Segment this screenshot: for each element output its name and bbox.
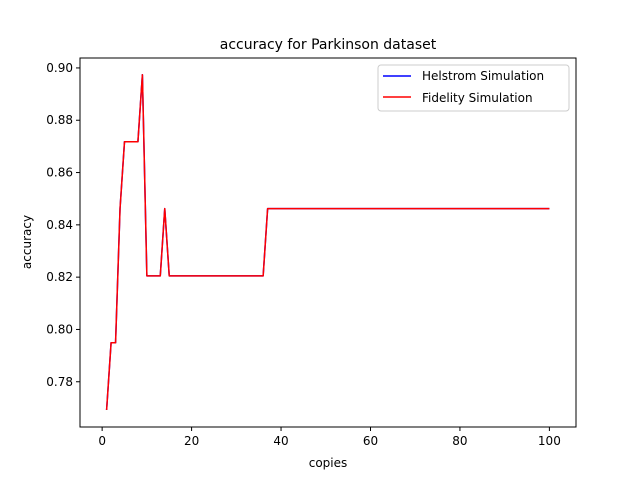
legend: Helstrom Simulation Fidelity Simulation xyxy=(377,64,570,112)
chart-title: accuracy for Parkinson dataset xyxy=(220,37,437,53)
plot-series xyxy=(105,73,550,411)
legend-box xyxy=(377,64,570,112)
x-axis-ticks: 0 20 40 60 80 100 xyxy=(98,427,561,448)
x-tick-label: 40 xyxy=(273,434,288,448)
y-tick-label: 0.80 xyxy=(46,322,73,336)
legend-label-helstrom: Helstrom Simulation xyxy=(422,69,544,83)
x-tick-label: 0 xyxy=(98,434,106,448)
plot-frame xyxy=(79,57,577,428)
y-tick-label: 0.78 xyxy=(46,375,73,389)
y-axis-label: accuracy xyxy=(20,215,34,269)
y-tick-label: 0.88 xyxy=(46,113,73,127)
x-tick-label: 100 xyxy=(538,434,561,448)
y-tick-label: 0.82 xyxy=(46,270,73,284)
y-tick-label: 0.86 xyxy=(46,166,73,180)
y-tick-label: 0.90 xyxy=(46,61,73,75)
x-tick-label: 60 xyxy=(363,434,378,448)
legend-label-fidelity: Fidelity Simulation xyxy=(422,91,533,105)
x-axis-label: copies xyxy=(309,456,348,470)
x-tick-label: 80 xyxy=(452,434,467,448)
y-axis-ticks: 0.78 0.80 0.82 0.84 0.86 0.88 0.90 xyxy=(46,61,80,389)
y-tick-label: 0.84 xyxy=(46,218,73,232)
x-tick-label: 20 xyxy=(184,434,199,448)
series-line-fidelity xyxy=(105,73,550,411)
